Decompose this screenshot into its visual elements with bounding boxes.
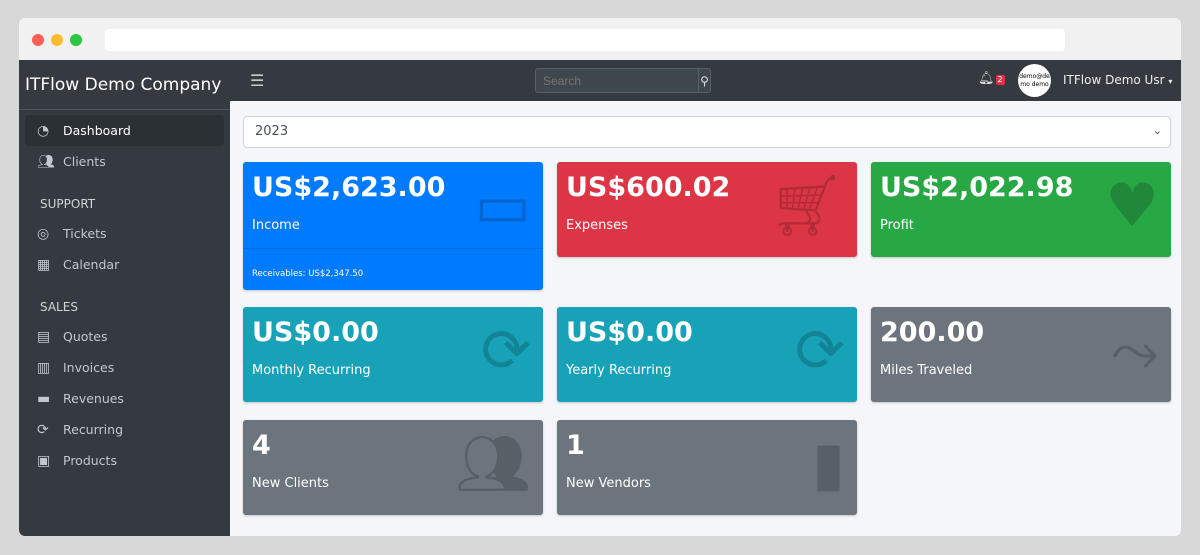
- invoice-icon: ▥: [37, 359, 51, 376]
- card-label: Income: [252, 218, 300, 233]
- sidebar-item-quotes[interactable]: ▤ Quotes: [25, 321, 224, 352]
- label: Dashboard: [63, 123, 131, 138]
- label: Quotes: [63, 329, 108, 344]
- sync-icon: ⟳: [37, 421, 49, 438]
- user-name: ITFlow Demo Usr: [1063, 73, 1165, 87]
- credit-card-icon: ▬: [37, 390, 51, 407]
- address-bar[interactable]: [105, 29, 1065, 51]
- sync-icon: ⟳: [794, 316, 845, 386]
- card-label: Expenses: [566, 218, 628, 233]
- card-new-clients[interactable]: 4 New Clients 👥︎: [243, 420, 543, 515]
- card-value: US$0.00: [252, 317, 379, 348]
- label: Calendar: [63, 257, 120, 272]
- sidebar: ITFlow Demo Company ◔ Dashboard 👥︎ Clients…: [19, 60, 230, 536]
- sidebar-item-invoices[interactable]: ▥ Invoices: [25, 352, 224, 383]
- browser-chrome: [19, 18, 1181, 60]
- sidebar-item-products[interactable]: ▣ Products: [25, 445, 224, 476]
- route-icon: ⤳: [1111, 316, 1159, 386]
- card-expenses[interactable]: US$600.02 Expenses 🛒︎: [557, 162, 857, 257]
- search-form: ⚲: [535, 68, 711, 93]
- avatar[interactable]: demo@demo demo: [1018, 64, 1051, 97]
- maximize-dot[interactable]: [70, 34, 82, 46]
- card-label: Monthly Recurring: [252, 363, 371, 378]
- year-select[interactable]: 2023 ⌄: [243, 116, 1171, 148]
- users-icon: 👥︎: [454, 429, 531, 499]
- label: Tickets: [63, 226, 107, 241]
- heart-icon: ♥: [1105, 171, 1159, 241]
- card-yearly-recurring[interactable]: US$0.00 Yearly Recurring ⟳: [557, 307, 857, 402]
- credit-card-icon: ▭: [474, 171, 531, 241]
- sidebar-item-recurring[interactable]: ⟳ Recurring: [25, 414, 224, 445]
- close-dot[interactable]: [32, 34, 44, 46]
- notification-badge: 2: [995, 75, 1005, 85]
- building-icon: ▮: [811, 429, 845, 499]
- card-label: New Clients: [252, 476, 329, 491]
- card-profit[interactable]: US$2,022.98 Profit ♥: [871, 162, 1171, 257]
- card-value: US$2,623.00: [252, 172, 446, 203]
- sidebar-item-dashboard[interactable]: ◔ Dashboard: [25, 115, 224, 146]
- label: Revenues: [63, 391, 124, 406]
- card-value: 1: [566, 430, 585, 461]
- tachometer-icon: ◔: [37, 122, 50, 139]
- chevron-down-icon: ⌄: [1152, 124, 1162, 137]
- card-value: US$2,022.98: [880, 172, 1074, 203]
- sidebar-item-calendar[interactable]: ▦ Calendar: [25, 249, 224, 280]
- card-label: Yearly Recurring: [566, 363, 672, 378]
- box-icon: ▣: [37, 452, 51, 469]
- card-new-vendors[interactable]: 1 New Vendors ▮: [557, 420, 857, 515]
- sidebar-item-revenues[interactable]: ▬ Revenues: [25, 383, 224, 414]
- card-value: 4: [252, 430, 271, 461]
- sidebar-item-clients[interactable]: 👥︎ Clients: [25, 146, 224, 177]
- card-value: US$600.02: [566, 172, 731, 203]
- users-icon: 👥︎: [37, 153, 55, 170]
- card-label: New Vendors: [566, 476, 651, 491]
- card-label: Miles Traveled: [880, 363, 973, 378]
- card-miles-traveled[interactable]: 200.00 Miles Traveled ⤳: [871, 307, 1171, 402]
- card-income[interactable]: US$2,623.00 Income ▭ Receivables: US$2,34…: [243, 162, 543, 290]
- top-navbar: ☰ ⚲ 🔔︎ 2 demo@demo demo ITFlow Demo Usr …: [230, 60, 1181, 101]
- card-value: US$0.00: [566, 317, 693, 348]
- search-icon: ⚲: [700, 73, 709, 88]
- receivables: Receivables: US$2,347.50: [252, 269, 364, 279]
- calendar-icon: ▦: [37, 256, 51, 273]
- bell-icon[interactable]: 🔔︎: [978, 71, 995, 86]
- file-icon: ▤: [37, 328, 51, 345]
- minimize-dot[interactable]: [51, 34, 63, 46]
- card-monthly-recurring[interactable]: US$0.00 Monthly Recurring ⟳: [243, 307, 543, 402]
- search-input[interactable]: [535, 68, 699, 93]
- label: Clients: [63, 154, 106, 169]
- avatar-text: demo@demo demo: [1019, 72, 1050, 88]
- notifications[interactable]: 🔔︎ 2: [978, 71, 1005, 87]
- browser-window: ITFlow Demo Company ◔ Dashboard 👥︎ Clients…: [19, 18, 1181, 536]
- sidebar-item-tickets[interactable]: ◎ Tickets: [25, 218, 224, 249]
- sync-icon: ⟳: [480, 316, 531, 386]
- shopping-cart-icon: 🛒︎: [768, 171, 845, 241]
- section-heading-sales: SALES: [40, 300, 78, 314]
- search-button[interactable]: ⚲: [699, 68, 711, 93]
- card-label: Profit: [880, 218, 914, 233]
- section-heading-support: SUPPORT: [40, 197, 96, 211]
- label: Recurring: [63, 422, 123, 437]
- label: Invoices: [63, 360, 115, 375]
- menu-toggle-icon[interactable]: ☰: [250, 71, 265, 90]
- life-ring-icon: ◎: [37, 225, 50, 242]
- brand[interactable]: ITFlow Demo Company: [19, 60, 230, 110]
- card-footer: Receivables: US$2,347.50: [243, 248, 543, 290]
- user-menu[interactable]: ITFlow Demo Usr ▾: [1063, 73, 1172, 87]
- year-value: 2023: [255, 124, 289, 139]
- card-value: 200.00: [880, 317, 985, 348]
- caret-down-icon: ▾: [1168, 77, 1173, 86]
- label: Products: [63, 453, 117, 468]
